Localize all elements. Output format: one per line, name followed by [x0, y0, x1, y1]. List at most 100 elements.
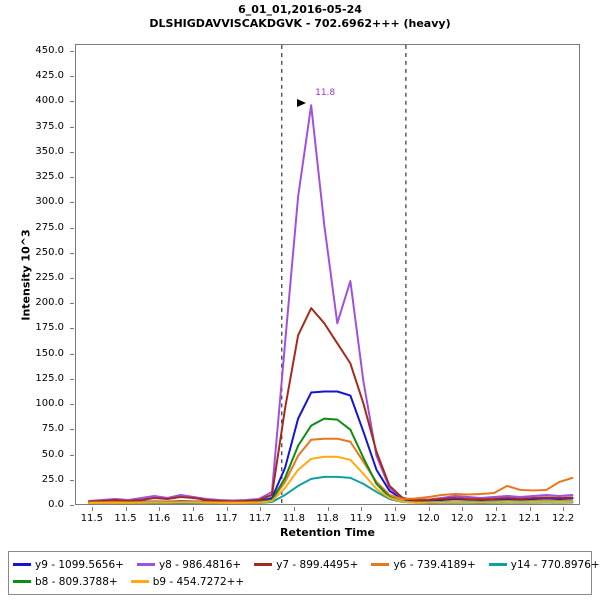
y-axis-title-holder: Intensity 10^3 — [8, 44, 33, 505]
legend-color-swatch — [136, 563, 155, 566]
y-tick-mark — [70, 126, 74, 128]
legend-item[interactable]: y6 - 739.4189+ — [371, 558, 476, 571]
legend-item[interactable]: b8 - 809.3788+ — [13, 576, 118, 588]
y-tick-mark — [70, 378, 74, 380]
legend-item[interactable]: y14 - 770.8976++ — [488, 558, 600, 571]
x-tick-label: 11.8 — [316, 513, 339, 524]
legend-color-swatch — [371, 563, 390, 566]
x-tick-mark — [226, 507, 228, 511]
y-tick-label: 100.0 — [35, 398, 64, 410]
series-line[interactable] — [88, 307, 574, 503]
x-tick-mark — [462, 507, 464, 511]
y-tick-mark — [70, 101, 74, 103]
y-tick-label: 200.0 — [35, 297, 64, 309]
legend-label: b9 - 454.7272++ — [152, 575, 245, 588]
y-tick-mark — [70, 51, 74, 53]
x-tick-label: 11.8 — [282, 513, 305, 524]
x-tick-label: 11.9 — [383, 513, 406, 524]
legend-item[interactable]: y9 - 1099.5656+ — [13, 559, 124, 571]
x-axis-title: Retention Time — [280, 526, 375, 539]
x-tick-mark — [192, 507, 194, 511]
x-tick-mark — [91, 507, 93, 511]
legend-color-swatch — [13, 580, 31, 583]
y-tick-mark — [70, 177, 74, 179]
x-tick-mark — [125, 507, 127, 511]
x-tick-mark — [495, 507, 497, 511]
series-line[interactable] — [88, 455, 574, 504]
x-tick-label: 12.1 — [518, 513, 541, 524]
y-tick-mark — [70, 303, 74, 305]
x-tick-label: 11.5 — [80, 513, 103, 524]
x-tick-mark — [394, 507, 396, 511]
x-tick-label: 11.9 — [350, 513, 373, 524]
x-tick-mark — [260, 507, 262, 511]
y-tick-mark — [70, 252, 74, 254]
plot-area[interactable] — [75, 44, 580, 505]
y-tick-mark — [70, 454, 74, 456]
y-tick-label: 375.0 — [35, 120, 64, 132]
y-tick-mark — [70, 227, 74, 229]
series-line[interactable] — [88, 390, 574, 503]
y-tick-mark — [70, 479, 74, 481]
y-tick-mark — [70, 278, 74, 280]
title-line-peptide: DLSHIGDAVVISCAKDGVK - 702.6962+++ (heavy… — [149, 17, 451, 30]
x-tick-mark — [529, 507, 531, 511]
legend-row: b8 - 809.3788+ b9 - 454.7272++ — [13, 573, 587, 590]
series-line[interactable] — [88, 104, 574, 502]
series-canvas — [88, 45, 574, 504]
legend-color-swatch — [254, 563, 273, 566]
legend-color-swatch — [13, 563, 31, 566]
y-tick-mark — [70, 353, 74, 355]
legend-label: y9 - 1099.5656+ — [35, 558, 124, 571]
legend-color-swatch — [488, 563, 507, 566]
legend-label: y6 - 739.4189+ — [393, 558, 476, 571]
y-tick-label: 150.0 — [35, 347, 64, 359]
y-axis: 0.0 25.0 50.0 75.0 100.0 125.0 150.0 175.0 200.0… — [0, 44, 74, 510]
x-tick-label: 11.6 — [148, 513, 171, 524]
x-axis: 11.5 11.5 11.6 11.6 11.7 11.7 11.8 11.8 11.9 11.9… — [75, 507, 580, 527]
x-tick-mark — [159, 507, 161, 511]
y-tick-mark — [70, 404, 74, 406]
x-tick-mark — [563, 507, 565, 511]
legend-label: y7 - 899.4495+ — [276, 558, 359, 571]
legend: y9 - 1099.5656+ y8 - 986.4816+ y7 - 899.44… — [8, 551, 600, 595]
y-tick-label: 300.0 — [35, 196, 64, 208]
y-tick-mark — [70, 505, 74, 506]
legend-label: y8 - 986.4816+ — [158, 558, 242, 571]
legend-label: y14 - 770.8976++ — [510, 558, 600, 571]
x-tick-label: 11.5 — [114, 513, 137, 524]
y-tick-label: 175.0 — [35, 322, 64, 334]
y-tick-label: 0.0 — [48, 499, 64, 510]
y-tick-label: 325.0 — [35, 171, 64, 183]
y-tick-label: 225.0 — [35, 272, 64, 284]
y-tick-label: 50.0 — [41, 448, 64, 460]
y-tick-mark — [70, 429, 74, 431]
chart-container: 0.0 25.0 50.0 75.0 100.0 125.0 150.0 175.0 200.0… — [0, 30, 600, 545]
legend-item[interactable]: y8 - 986.4816+ — [136, 558, 242, 571]
y-tick-label: 75.0 — [41, 423, 64, 435]
legend-item[interactable]: b9 - 454.7272++ — [130, 575, 245, 588]
y-tick-label: 350.0 — [35, 145, 64, 157]
x-tick-label: 12.0 — [417, 513, 440, 524]
y-tick-mark — [70, 151, 74, 153]
y-tick-label: 275.0 — [35, 221, 64, 233]
x-tick-label: 11.7 — [215, 513, 238, 524]
legend-item[interactable]: y7 - 899.4495+ — [254, 559, 358, 571]
x-tick-label: 12.0 — [451, 513, 474, 524]
x-tick-mark — [428, 507, 430, 511]
legend-row: y9 - 1099.5656+ y8 - 986.4816+ y7 - 899.44… — [13, 556, 600, 573]
y-axis-title: Intensity 10^3 — [19, 228, 33, 321]
y-tick-label: 450.0 — [35, 45, 64, 57]
legend-label: b8 - 809.3788+ — [35, 575, 118, 588]
x-tick-label: 11.7 — [249, 513, 272, 524]
y-tick-mark — [70, 328, 74, 330]
x-tick-label: 11.6 — [181, 513, 204, 524]
x-tick-label: 12.2 — [552, 513, 575, 524]
series-line[interactable] — [88, 437, 574, 504]
legend-color-swatch — [130, 580, 149, 583]
title-line-run: 6_01_01,2016-05-24 — [238, 3, 362, 16]
y-tick-label: 425.0 — [35, 70, 64, 82]
y-tick-label: 250.0 — [35, 246, 64, 258]
y-tick-mark — [70, 76, 74, 78]
